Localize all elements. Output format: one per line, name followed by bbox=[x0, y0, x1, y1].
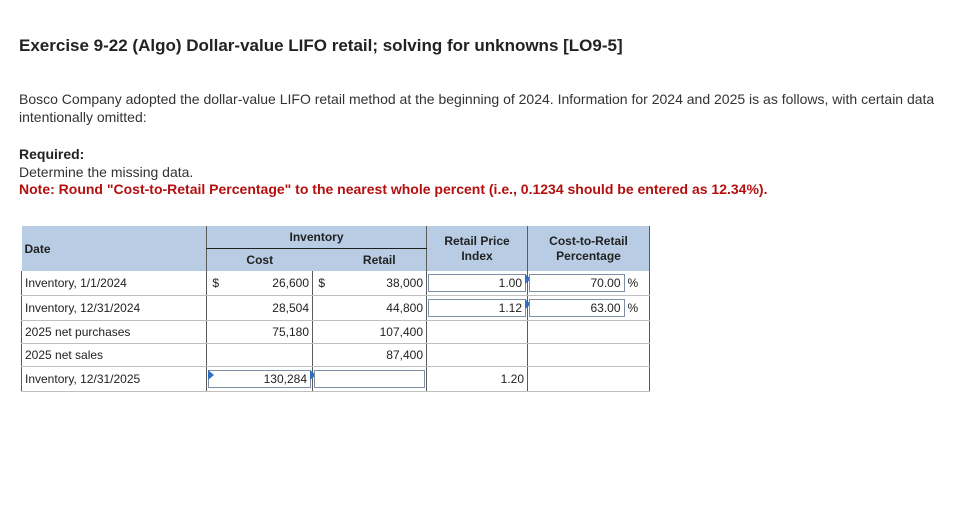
retail-input[interactable] bbox=[314, 370, 425, 388]
pct-symbol bbox=[625, 366, 650, 392]
header-retail: Retail bbox=[312, 248, 427, 271]
pct-value: 70.00 bbox=[590, 276, 621, 290]
index-value: 1.00 bbox=[498, 276, 522, 290]
row-label: Inventory, 12/31/2025 bbox=[21, 366, 207, 392]
pct-input[interactable]: 63.00 bbox=[529, 299, 625, 317]
cost-currency: $ bbox=[206, 271, 225, 296]
retail-value: 38,000 bbox=[330, 271, 427, 296]
row-label: Inventory, 1/1/2024 bbox=[21, 271, 207, 296]
lifo-retail-table: Date Inventory Retail Price Index Cost-t… bbox=[21, 226, 650, 392]
cost-input[interactable]: 130,284 bbox=[208, 370, 316, 388]
flag-icon bbox=[525, 274, 531, 284]
retail-value: 44,800 bbox=[330, 295, 427, 321]
retail-value: 107,400 bbox=[330, 320, 427, 344]
pct-cell: 70.00 bbox=[527, 271, 626, 296]
pct-cell bbox=[527, 366, 626, 392]
row-label: 2025 net purchases bbox=[21, 320, 207, 344]
pct-cell bbox=[527, 320, 626, 344]
index-cell: 1.20 bbox=[426, 366, 528, 392]
index-input[interactable]: 1.00 bbox=[428, 274, 531, 292]
cost-currency bbox=[206, 343, 225, 367]
flag-icon bbox=[208, 370, 214, 380]
header-cost: Cost bbox=[206, 248, 313, 271]
index-cell: 1.12 bbox=[426, 295, 531, 321]
table-row: Inventory, 1/1/2024 $ 26,600 $ 38,000 1.… bbox=[21, 271, 650, 296]
index-cell bbox=[426, 320, 528, 344]
pct-symbol bbox=[625, 320, 650, 344]
cost-value: 28,504 bbox=[224, 295, 313, 321]
flag-icon bbox=[310, 370, 316, 380]
rounding-note: Note: Round "Cost-to-Retail Percentage" … bbox=[19, 181, 768, 197]
header-retail-price-index: Retail Price Index bbox=[426, 226, 528, 271]
flag-icon bbox=[525, 299, 531, 309]
header-cost-to-retail-label: Cost-to-Retail Percentage bbox=[549, 233, 628, 263]
header-retail-price-index-label: Retail Price Index bbox=[444, 233, 510, 263]
pct-value: 63.00 bbox=[590, 301, 621, 315]
retail-currency bbox=[312, 295, 331, 321]
index-input[interactable]: 1.12 bbox=[428, 299, 531, 317]
exercise-title: Exercise 9-22 (Algo) Dollar-value LIFO r… bbox=[19, 36, 623, 55]
table-row: Inventory, 12/31/2024 28,504 44,800 1.12… bbox=[21, 295, 650, 321]
pct-cell: 63.00 bbox=[527, 295, 626, 321]
header-date: Date bbox=[21, 226, 207, 271]
pct-cell bbox=[527, 343, 626, 367]
retail-currency bbox=[312, 320, 331, 344]
index-cell: 1.00 bbox=[426, 271, 531, 296]
row-label: Inventory, 12/31/2024 bbox=[21, 295, 207, 321]
retail-currency bbox=[312, 343, 331, 367]
required-label: Required: bbox=[19, 146, 85, 162]
index-value: 1.12 bbox=[498, 301, 522, 315]
retail-value: 87,400 bbox=[330, 343, 427, 367]
cost-value: 26,600 bbox=[224, 271, 313, 296]
header-cost-to-retail: Cost-to-Retail Percentage bbox=[527, 226, 650, 271]
cost-value: 130,284 bbox=[263, 372, 307, 386]
cost-currency bbox=[206, 320, 225, 344]
cost-value: 75,180 bbox=[224, 320, 313, 344]
table-row: 2025 net sales 87,400 bbox=[21, 343, 650, 367]
row-label: 2025 net sales bbox=[21, 343, 207, 367]
intro-text: Bosco Company adopted the dollar-value L… bbox=[19, 91, 935, 125]
cost-value bbox=[224, 343, 313, 367]
cost-cell: 130,284 bbox=[206, 366, 316, 392]
pct-symbol: % bbox=[625, 271, 650, 296]
retail-currency: $ bbox=[312, 271, 331, 296]
pct-symbol: % bbox=[625, 295, 650, 321]
index-cell bbox=[426, 343, 528, 367]
pct-symbol bbox=[625, 343, 650, 367]
pct-input[interactable]: 70.00 bbox=[529, 274, 625, 292]
header-inventory: Inventory bbox=[206, 226, 427, 249]
required-text: Determine the missing data. bbox=[19, 164, 194, 180]
table-row: 2025 net purchases 75,180 107,400 bbox=[21, 320, 650, 344]
cost-currency bbox=[206, 295, 225, 321]
table-row: Inventory, 12/31/2025 130,284 1.20 bbox=[21, 366, 650, 392]
retail-cell bbox=[312, 366, 427, 392]
